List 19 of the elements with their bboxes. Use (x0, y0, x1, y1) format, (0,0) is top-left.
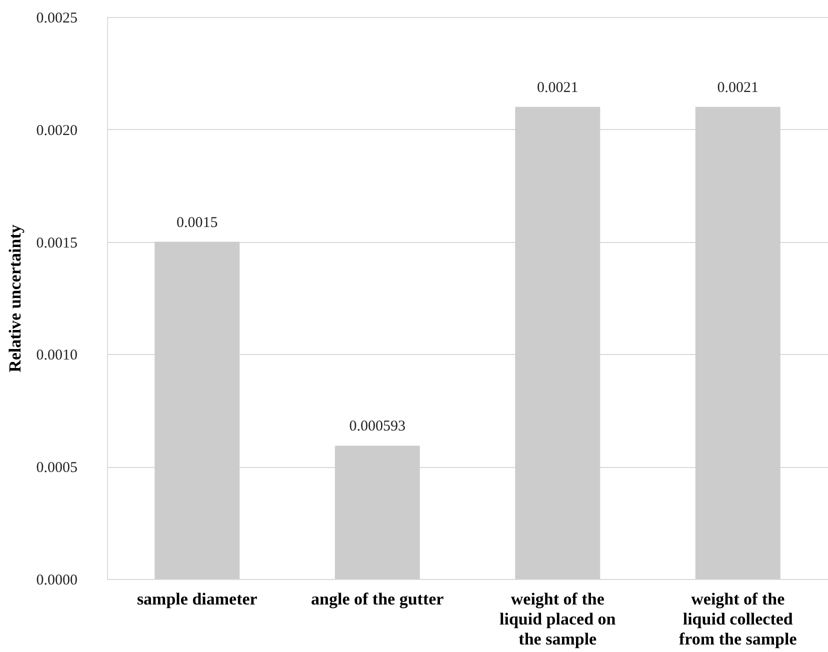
y-axis-title: Relative uncertainty (5, 224, 24, 372)
y-tick-label: 0.0010 (36, 348, 78, 364)
y-tick-label: 0.0005 (36, 460, 78, 476)
data-label: 0.000593 (349, 418, 406, 435)
y-tick-label: 0.0000 (36, 572, 78, 588)
bar (334, 446, 420, 579)
x-tick-label: weight of the liquid collected from the sample (679, 590, 798, 648)
data-label: 0.0021 (717, 80, 758, 96)
data-label: 0.0015 (176, 214, 218, 231)
y-tick-label: 0.0025 (36, 10, 78, 26)
x-tick-label: angle of the gutter (311, 590, 444, 608)
y-tick-label: 0.0020 (36, 122, 78, 139)
x-tick-label: sample diameter (136, 590, 258, 608)
data-label: 0.0021 (537, 80, 578, 96)
bar (154, 242, 240, 579)
bar (695, 106, 780, 579)
x-tick-label: weight of the liquid placed on the sample (500, 590, 616, 648)
bar (515, 106, 600, 579)
y-tick-label: 0.0015 (36, 235, 78, 252)
